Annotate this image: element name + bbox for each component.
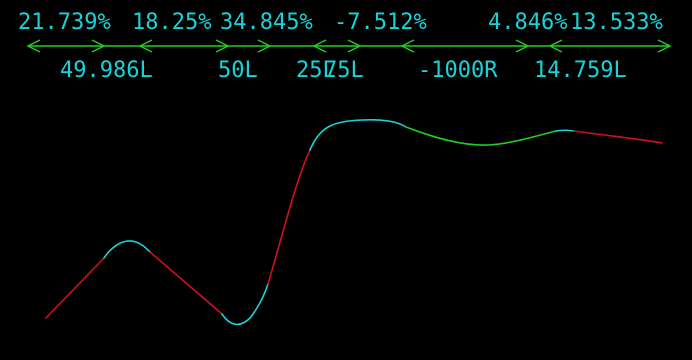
percent-label-4: -7.512% — [334, 10, 427, 35]
arrow-tick-4 — [215, 39, 230, 53]
percent-label-5: 4.846% — [488, 10, 568, 35]
length-label-4: 75L — [324, 58, 364, 83]
arrow-tick-2 — [91, 39, 106, 53]
arrow-tick-7 — [347, 39, 362, 53]
curve-segment-3 — [149, 251, 223, 315]
length-label-2: 50L — [218, 58, 258, 83]
arrow-tick-10 — [548, 39, 563, 53]
arrow-tick-11 — [657, 39, 672, 53]
length-label-1: 49.986L — [60, 58, 153, 83]
curve-segment-6 — [309, 119, 407, 151]
arrow-tick-5 — [257, 39, 272, 53]
curve-segment-7 — [405, 126, 557, 146]
curve-segment-5 — [267, 149, 311, 285]
curve-segment-8 — [555, 129, 575, 132]
percent-label-3: 34.845% — [220, 10, 313, 35]
length-label-5: -1000R — [418, 58, 498, 83]
arrow-tick-8 — [400, 39, 415, 53]
curve-segment-1 — [45, 257, 105, 319]
curve-segment-2 — [103, 240, 151, 259]
percent-label-6: 13.533% — [570, 10, 663, 35]
curve-segment-4 — [221, 283, 269, 326]
percent-label-1: 21.739% — [18, 10, 111, 35]
length-label-6: 14.759L — [534, 58, 627, 83]
arrow-tick-9 — [515, 39, 530, 53]
arrow-tick-3 — [138, 39, 153, 53]
arrow-tick-1 — [26, 39, 41, 53]
arrow-tick-6 — [312, 39, 327, 53]
length-label-3: 25L — [296, 58, 336, 83]
percent-label-2: 18.25% — [132, 10, 212, 35]
curve-segment-9 — [573, 130, 663, 144]
dimension-line — [26, 39, 672, 53]
